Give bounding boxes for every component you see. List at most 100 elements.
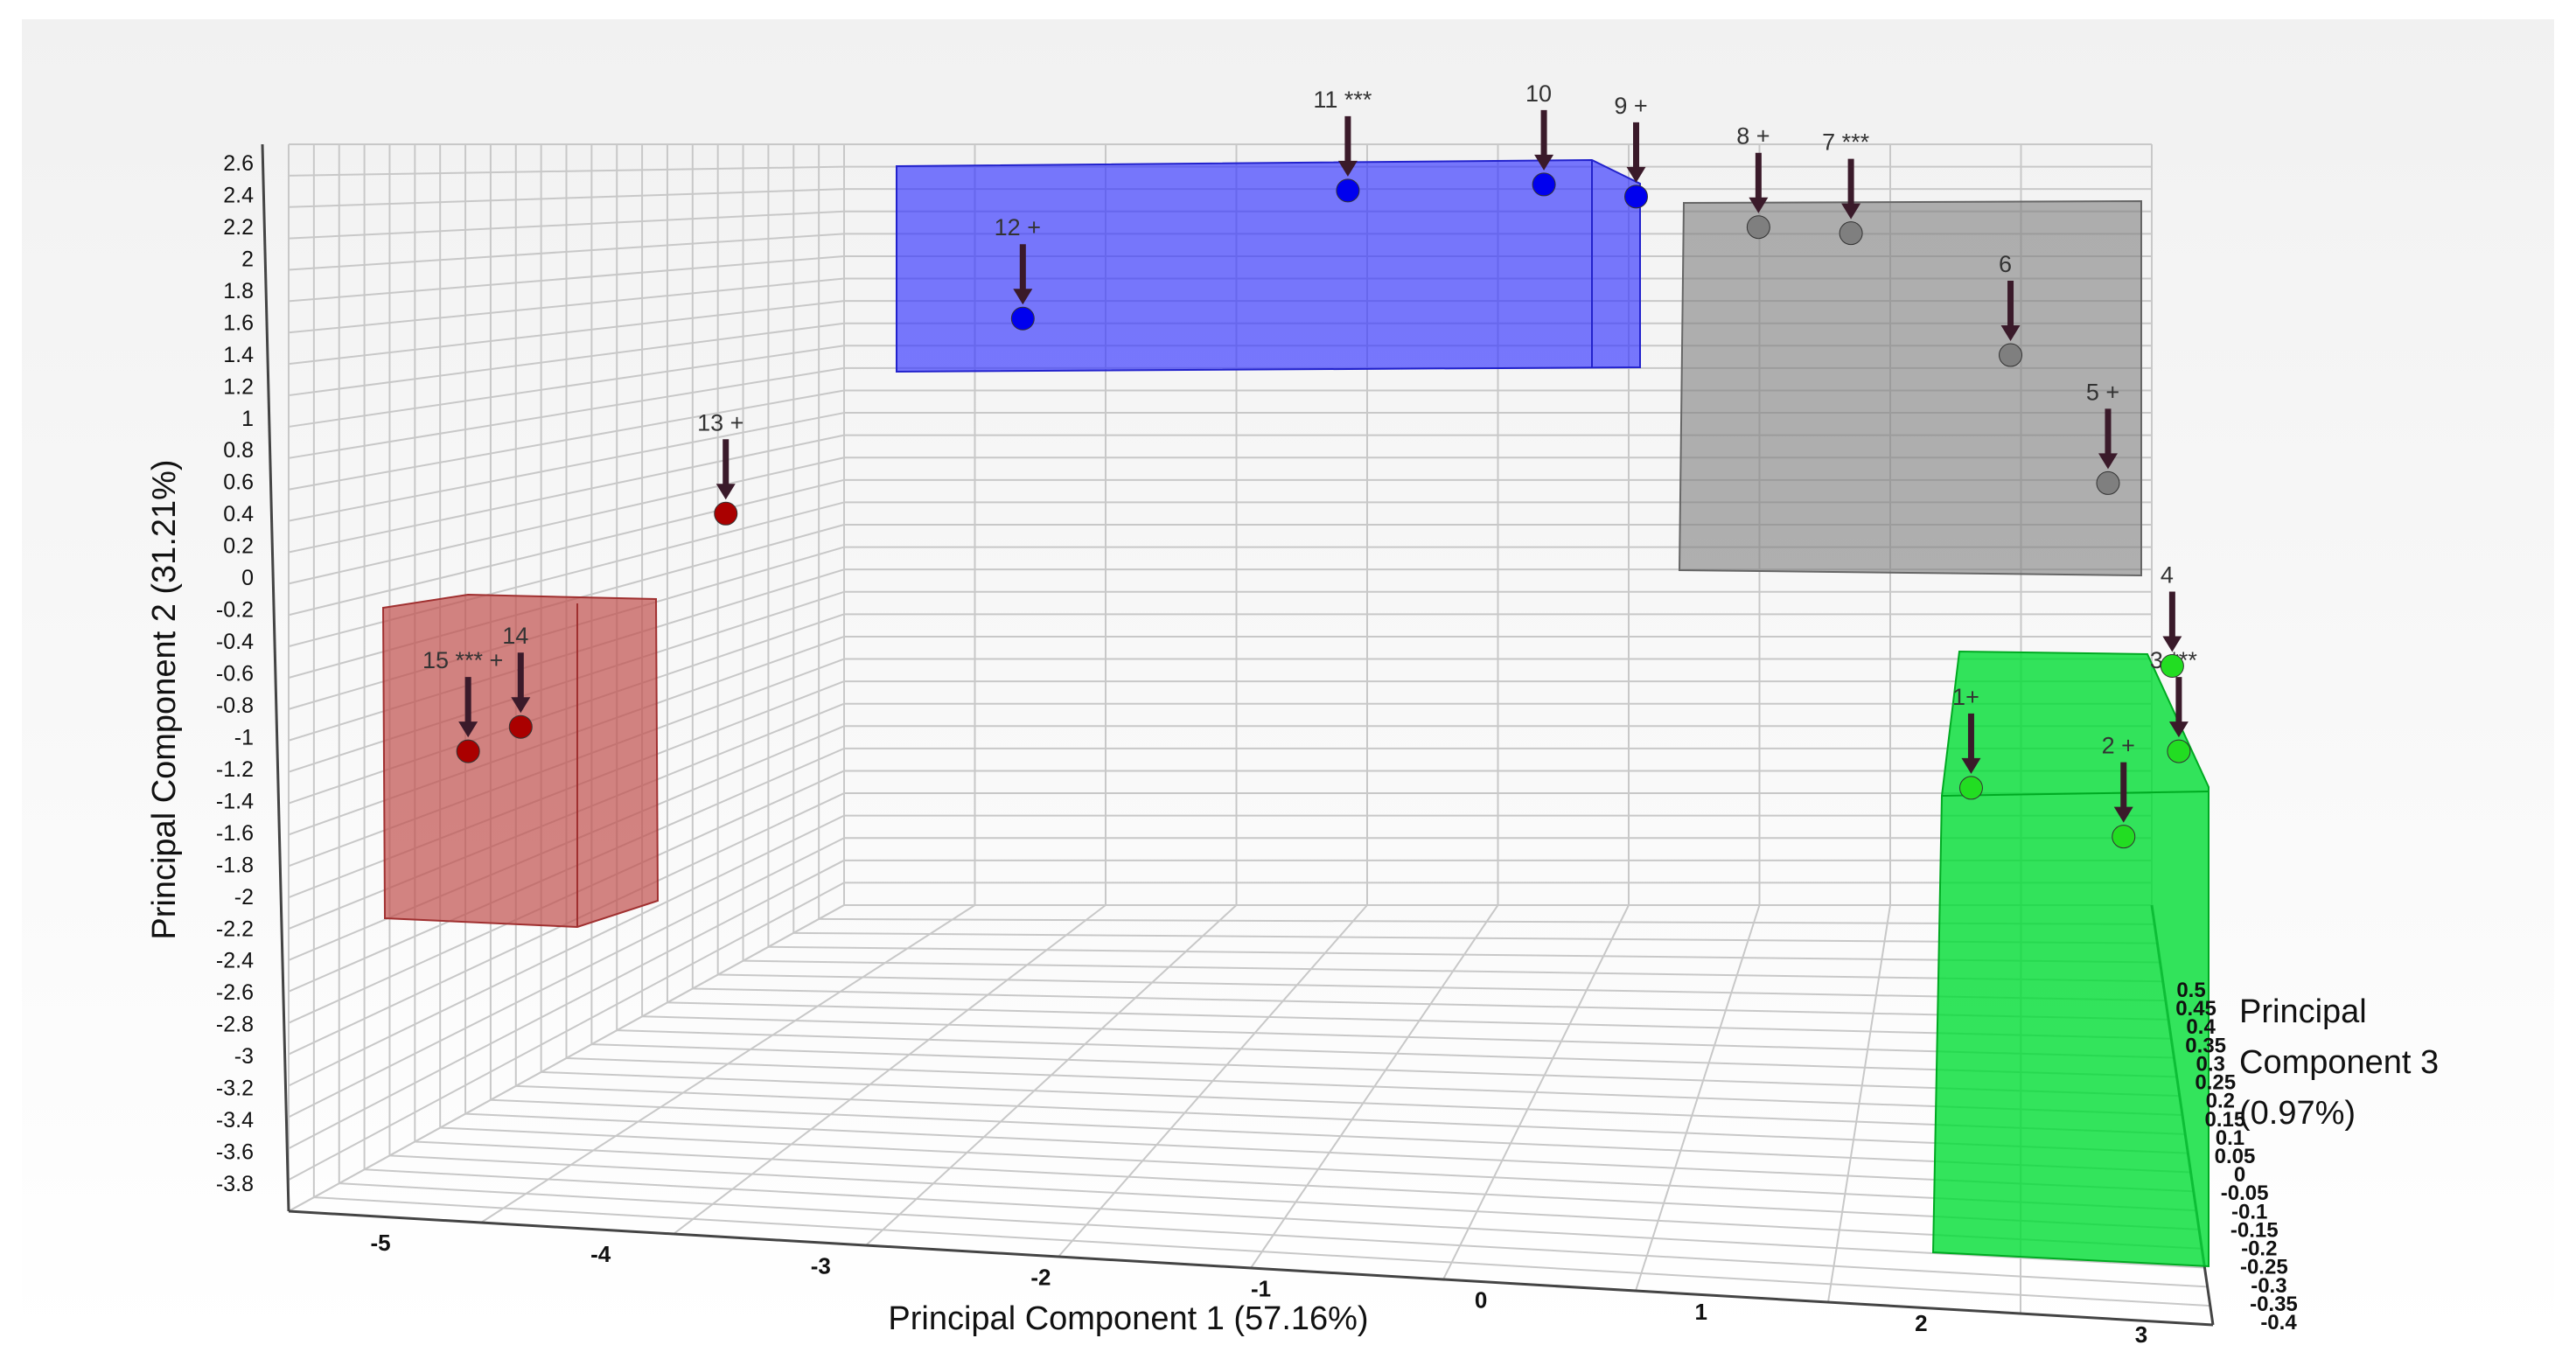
point-label: 5 + xyxy=(2086,379,2119,405)
x-tick-label: 3 xyxy=(2135,1321,2147,1348)
grid-line xyxy=(717,973,2166,1002)
y-tick-label: -0.2 xyxy=(216,598,254,623)
y-tick-label: 1.8 xyxy=(223,279,254,303)
y-tick-label: -2.6 xyxy=(216,980,254,1005)
z-tick-label: -0.35 xyxy=(2250,1293,2298,1316)
y-tick-label: -3.2 xyxy=(216,1077,254,1101)
grid-line xyxy=(389,1154,2203,1250)
point-marker xyxy=(2160,654,2184,679)
point-marker xyxy=(1839,221,1863,246)
point-arrowhead xyxy=(1749,197,1769,213)
y-tick-label: -2.4 xyxy=(216,949,254,973)
point-arrowhead xyxy=(2168,721,2189,738)
point-arrowhead xyxy=(2000,325,2021,342)
data-point-5: 5 + xyxy=(2086,379,2120,495)
y-tick-label: -2.8 xyxy=(216,1013,254,1037)
point-arrowhead xyxy=(1841,203,1861,220)
point-marker xyxy=(1623,185,1648,209)
z-axis-title: Principal Component 3 (0.97%) xyxy=(2239,986,2528,1139)
point-marker xyxy=(508,714,533,739)
point-marker xyxy=(2096,470,2120,495)
y-tick-label: -0.6 xyxy=(216,662,254,686)
y-tick-label: -0.8 xyxy=(216,693,254,718)
z-tick-label: 0.25 xyxy=(2195,1071,2236,1095)
z-tick-label: 0.45 xyxy=(2175,997,2216,1021)
z-axis-title-line-3: (0.97%) xyxy=(2239,1095,2356,1132)
z-tick-label: -0.05 xyxy=(2221,1181,2269,1205)
grid-line xyxy=(642,1015,2175,1059)
y-axis-title: Principal Component 2 (31.21%) xyxy=(146,459,183,939)
point-arrowhead xyxy=(2162,636,2182,652)
data-point-13: 13 + xyxy=(697,409,743,526)
grid-line xyxy=(768,945,2161,964)
point-label: 1+ xyxy=(1952,684,1979,710)
grid-line xyxy=(541,1070,2186,1135)
y-tick-label: 0 xyxy=(241,566,254,590)
y-tick-label: -2.2 xyxy=(216,916,254,941)
x-axis-line xyxy=(288,1209,2214,1327)
point-label: 11 *** xyxy=(1313,87,1372,113)
data-point-14: 14 xyxy=(502,623,533,739)
data-point-11: 11 *** xyxy=(1313,87,1372,203)
x-tick-label: 2 xyxy=(1915,1310,1927,1336)
point-arrowhead xyxy=(1337,160,1358,177)
grid-line xyxy=(313,1196,2210,1307)
point-marker xyxy=(1746,215,1770,240)
point-arrowhead xyxy=(511,697,531,714)
grid-line xyxy=(515,1084,2189,1154)
point-arrowhead xyxy=(1626,166,1646,183)
grid-line xyxy=(793,931,2158,944)
y-tick-label: 1.2 xyxy=(223,374,254,399)
point-label: 2 + xyxy=(2102,733,2135,759)
point-label: 14 xyxy=(502,623,528,649)
grid-line xyxy=(566,1057,2183,1116)
y-tick-label: -1 xyxy=(234,725,254,749)
cluster-box-green-edge xyxy=(1941,791,2209,797)
data-point-15: 15 *** + xyxy=(422,647,503,763)
y-tick-label: 2.4 xyxy=(223,183,254,207)
z-tick-label: -0.1 xyxy=(2231,1200,2267,1223)
z-tick-label: -0.25 xyxy=(2240,1256,2288,1279)
z-tick-label: -0.4 xyxy=(2260,1311,2297,1335)
x-axis-title: Principal Component 1 (57.16%) xyxy=(888,1300,1368,1337)
z-tick-label: 0.4 xyxy=(2186,1015,2216,1039)
z-tick-label: 0.1 xyxy=(2216,1126,2244,1150)
tick-labels: 2.6 2.4 2.2 2 1.8 1.6 1.4 1.2 1 0.8 0.6 0.4 0.2 0 -0.2… xyxy=(216,151,2298,1348)
data-point-10: 10 xyxy=(1525,80,1556,197)
z-tick-label: 0.15 xyxy=(2205,1108,2246,1132)
grid-line xyxy=(465,1112,2194,1193)
point-marker xyxy=(1999,343,2023,367)
point-marker xyxy=(1336,178,1360,203)
point-arrowhead xyxy=(458,721,478,738)
y-tick-label: 0.8 xyxy=(223,438,254,463)
data-point-1: 1+ xyxy=(1952,684,1983,800)
y-tick-label: -3.4 xyxy=(216,1108,254,1133)
x-tick-label: -1 xyxy=(1251,1276,1271,1302)
point-arrowhead xyxy=(1013,289,1033,305)
cluster-box-gray xyxy=(1678,199,2142,577)
cluster-box-blue xyxy=(896,158,1641,373)
y-tick-label: 0.6 xyxy=(223,470,254,495)
point-label: 8 + xyxy=(1736,123,1770,150)
y-tick-label: -3 xyxy=(234,1044,254,1069)
x-tick-label: 1 xyxy=(1695,1299,1707,1325)
grid-line xyxy=(591,1043,2180,1098)
y-tick-label: 1.6 xyxy=(223,310,254,335)
y-tick-label: -1.2 xyxy=(216,757,254,782)
data-point-6: 6 xyxy=(1999,251,2023,367)
grid-line xyxy=(415,1140,2200,1230)
data-point-4: 4 xyxy=(2160,562,2184,679)
grid-line xyxy=(490,1098,2191,1174)
z-tick-label: 0.3 xyxy=(2196,1052,2225,1076)
y-tick-label: 0.2 xyxy=(223,534,254,559)
data-point-12: 12 + xyxy=(995,214,1041,331)
point-arrowhead xyxy=(1534,154,1554,171)
point-label: 9 + xyxy=(1614,93,1647,119)
z-axis-title-line-2: Component 3 xyxy=(2239,1044,2440,1081)
point-arrowhead xyxy=(716,484,736,500)
point-arrowhead xyxy=(2098,453,2118,470)
grid-line xyxy=(617,1029,2177,1078)
point-marker xyxy=(714,501,738,526)
